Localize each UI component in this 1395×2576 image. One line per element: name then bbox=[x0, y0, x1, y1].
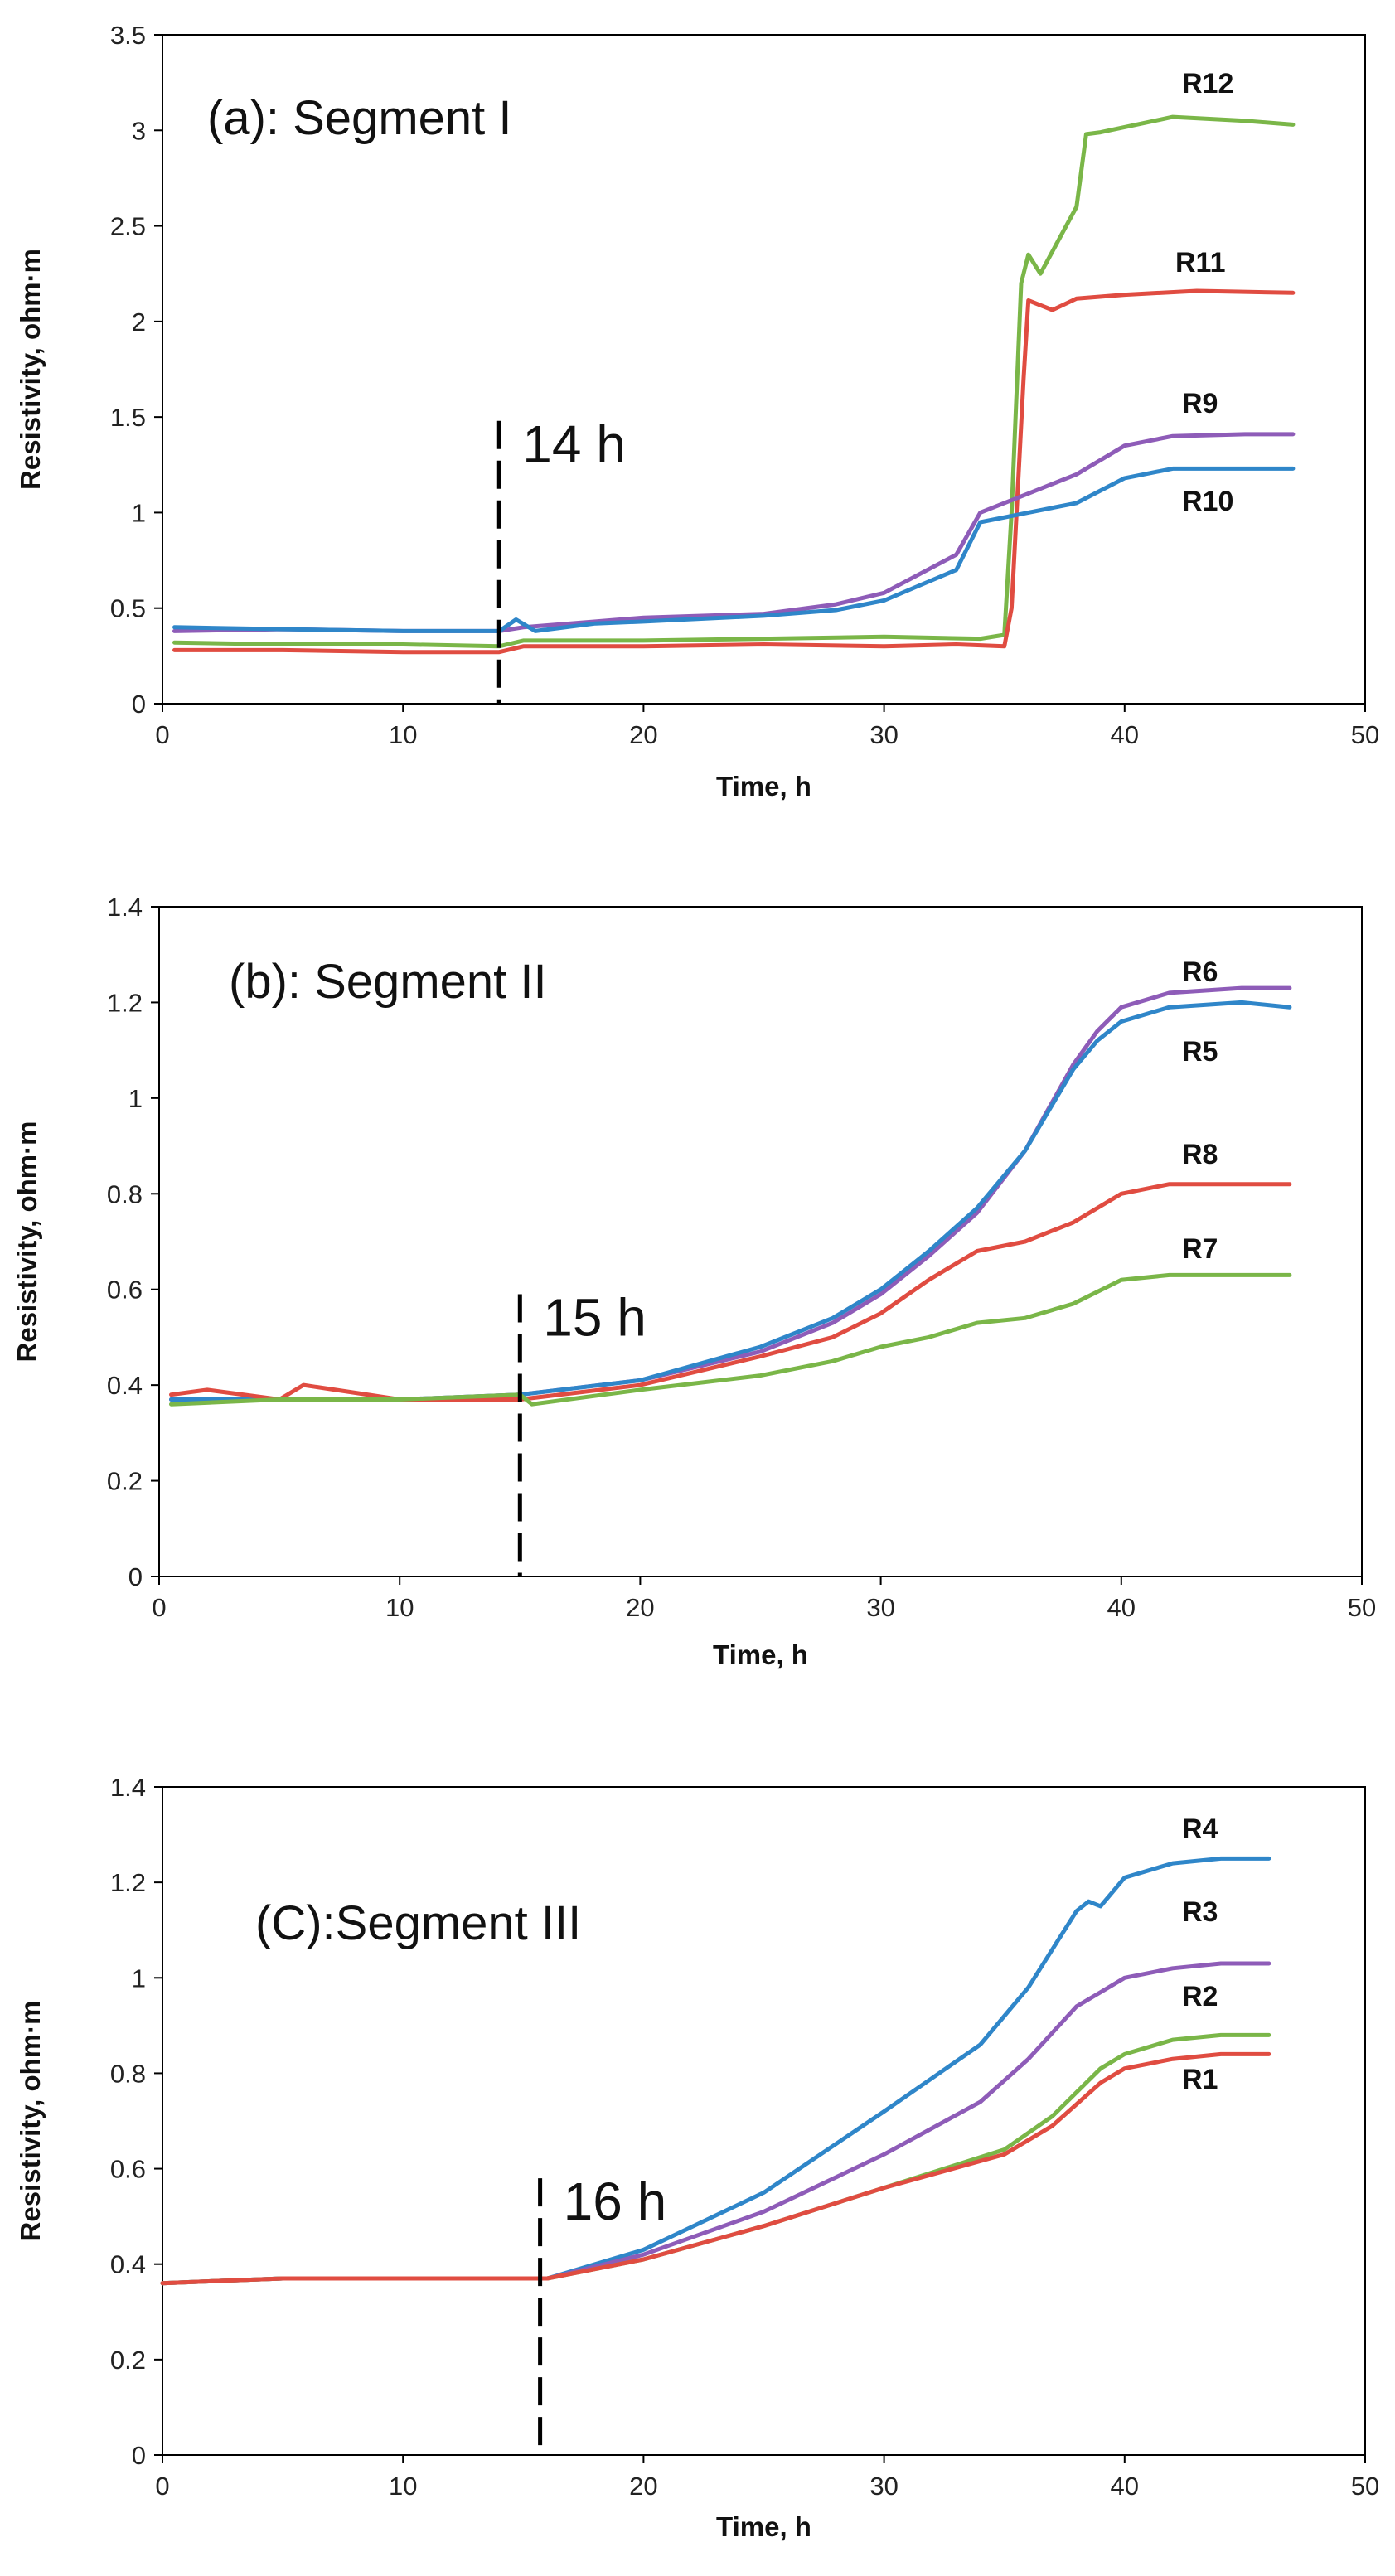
series-line-r10 bbox=[172, 466, 1296, 633]
x-tick-label: 0 bbox=[155, 720, 169, 749]
x-tick-label: 40 bbox=[1111, 2472, 1139, 2501]
series-line-r7 bbox=[169, 1272, 1292, 1407]
x-tick-label: 30 bbox=[866, 1593, 894, 1622]
x-axis-title: Time, h bbox=[716, 2511, 811, 2542]
x-tick-label: 50 bbox=[1351, 720, 1379, 749]
y-tick-label: 2.5 bbox=[110, 212, 146, 241]
y-tick-label: 1.2 bbox=[107, 988, 143, 1017]
y-tick-label: 2 bbox=[132, 307, 146, 337]
series-label-r9: R9 bbox=[1182, 388, 1218, 419]
y-tick-label: 0.8 bbox=[107, 1179, 143, 1208]
x-tick-label: 0 bbox=[152, 1593, 166, 1622]
chart-title: (b): Segment II bbox=[229, 955, 547, 1009]
series-label-r5: R5 bbox=[1182, 1036, 1218, 1068]
event-marker-label: 15 h bbox=[543, 1287, 647, 1347]
plot-area-frame bbox=[162, 1786, 1366, 2456]
chart-panel-1: 0 10 20 30 40 50 0 0.5 1 1.5 2 2.5 3 3.5 Time, h Resist… bbox=[15, 21, 1379, 801]
x-axis-title: Time, h bbox=[713, 1639, 808, 1670]
x-tick-label: 50 bbox=[1348, 1593, 1376, 1622]
x-tick-label: 0 bbox=[155, 2472, 169, 2501]
y-axis-title: Resistivity, ohm·m bbox=[15, 2001, 46, 2242]
x-tick-label: 20 bbox=[626, 1593, 654, 1622]
series-line-r9 bbox=[172, 432, 1296, 633]
y-tick-label: 1 bbox=[128, 1084, 143, 1113]
series-line-r12 bbox=[172, 114, 1296, 649]
y-tick-label: 0.2 bbox=[107, 1467, 143, 1496]
y-tick-label: 3.5 bbox=[110, 21, 146, 50]
y-axis-title: Resistivity, ohm·m bbox=[12, 1121, 42, 1363]
x-tick-label: 40 bbox=[1107, 1593, 1136, 1622]
y-tick-label: 0 bbox=[128, 1562, 143, 1591]
series-label-r10: R10 bbox=[1182, 486, 1233, 517]
series-label-r3: R3 bbox=[1182, 1896, 1218, 1928]
y-tick-label: 1 bbox=[132, 498, 146, 527]
series-label-r8: R8 bbox=[1182, 1139, 1218, 1170]
series-label-r11: R11 bbox=[1175, 247, 1226, 278]
x-tick-label: 10 bbox=[389, 2472, 417, 2501]
series-label-r2: R2 bbox=[1182, 1981, 1218, 2012]
series-line-r11 bbox=[172, 288, 1296, 655]
series-line-r3 bbox=[160, 1961, 1271, 2286]
y-tick-label: 0.6 bbox=[107, 1276, 143, 1305]
series-line-r2 bbox=[160, 2032, 1271, 2286]
y-tick-label: 0 bbox=[132, 2441, 146, 2470]
chart-panel-3: 0 10 20 30 40 50 0 0.2 0.4 0.6 0.8 1 1.2 1.4 Time, h Re… bbox=[15, 1773, 1379, 2542]
event-marker-label: 14 h bbox=[522, 414, 626, 474]
plot-area-frame bbox=[158, 906, 1363, 1577]
y-tick-label: 1.4 bbox=[107, 893, 143, 922]
x-tick-label: 20 bbox=[629, 720, 657, 749]
series-line-r1 bbox=[160, 2051, 1271, 2286]
x-tick-label: 50 bbox=[1351, 2472, 1379, 2501]
plot-area-frame bbox=[162, 34, 1366, 705]
y-tick-label: 0 bbox=[132, 690, 146, 719]
event-marker-label: 16 h bbox=[564, 2172, 667, 2231]
chart-panel-2: 0 10 20 30 40 50 0 0.2 0.4 0.6 0.8 1 1.2 1.4 Time, h Re… bbox=[12, 893, 1376, 1670]
x-axis-title: Time, h bbox=[716, 771, 811, 801]
x-tick-label: 20 bbox=[629, 2472, 657, 2501]
y-tick-label: 1 bbox=[132, 1963, 146, 1993]
x-tick-label: 30 bbox=[869, 2472, 898, 2501]
y-tick-label: 0.6 bbox=[110, 2155, 146, 2184]
y-tick-label: 1.4 bbox=[110, 1773, 146, 1802]
series-line-r8 bbox=[169, 1182, 1292, 1402]
y-axis-title: Resistivity, ohm·m bbox=[15, 249, 46, 490]
x-tick-label: 10 bbox=[389, 720, 417, 749]
series-label-r6: R6 bbox=[1182, 956, 1218, 988]
y-tick-label: 0.4 bbox=[107, 1371, 143, 1400]
chart-title: (C):Segment III bbox=[255, 1896, 581, 1950]
y-tick-label: 1.5 bbox=[110, 403, 146, 432]
y-tick-label: 1.2 bbox=[110, 1868, 146, 1897]
y-tick-label: 0.4 bbox=[110, 2250, 146, 2279]
series-label-r4: R4 bbox=[1182, 1813, 1218, 1845]
y-tick-label: 3 bbox=[132, 116, 146, 145]
y-tick-label: 0.8 bbox=[110, 2059, 146, 2088]
series-label-r12: R12 bbox=[1182, 68, 1233, 99]
y-tick-label: 0.5 bbox=[110, 594, 146, 623]
series-line-r5 bbox=[169, 1000, 1292, 1402]
series-label-r7: R7 bbox=[1182, 1233, 1218, 1265]
chart-title: (a): Segment I bbox=[207, 91, 511, 145]
x-tick-label: 30 bbox=[869, 720, 898, 749]
x-tick-label: 40 bbox=[1111, 720, 1139, 749]
y-tick-label: 0.2 bbox=[110, 2346, 146, 2375]
series-label-r1: R1 bbox=[1182, 2064, 1218, 2095]
x-tick-label: 10 bbox=[385, 1593, 414, 1622]
